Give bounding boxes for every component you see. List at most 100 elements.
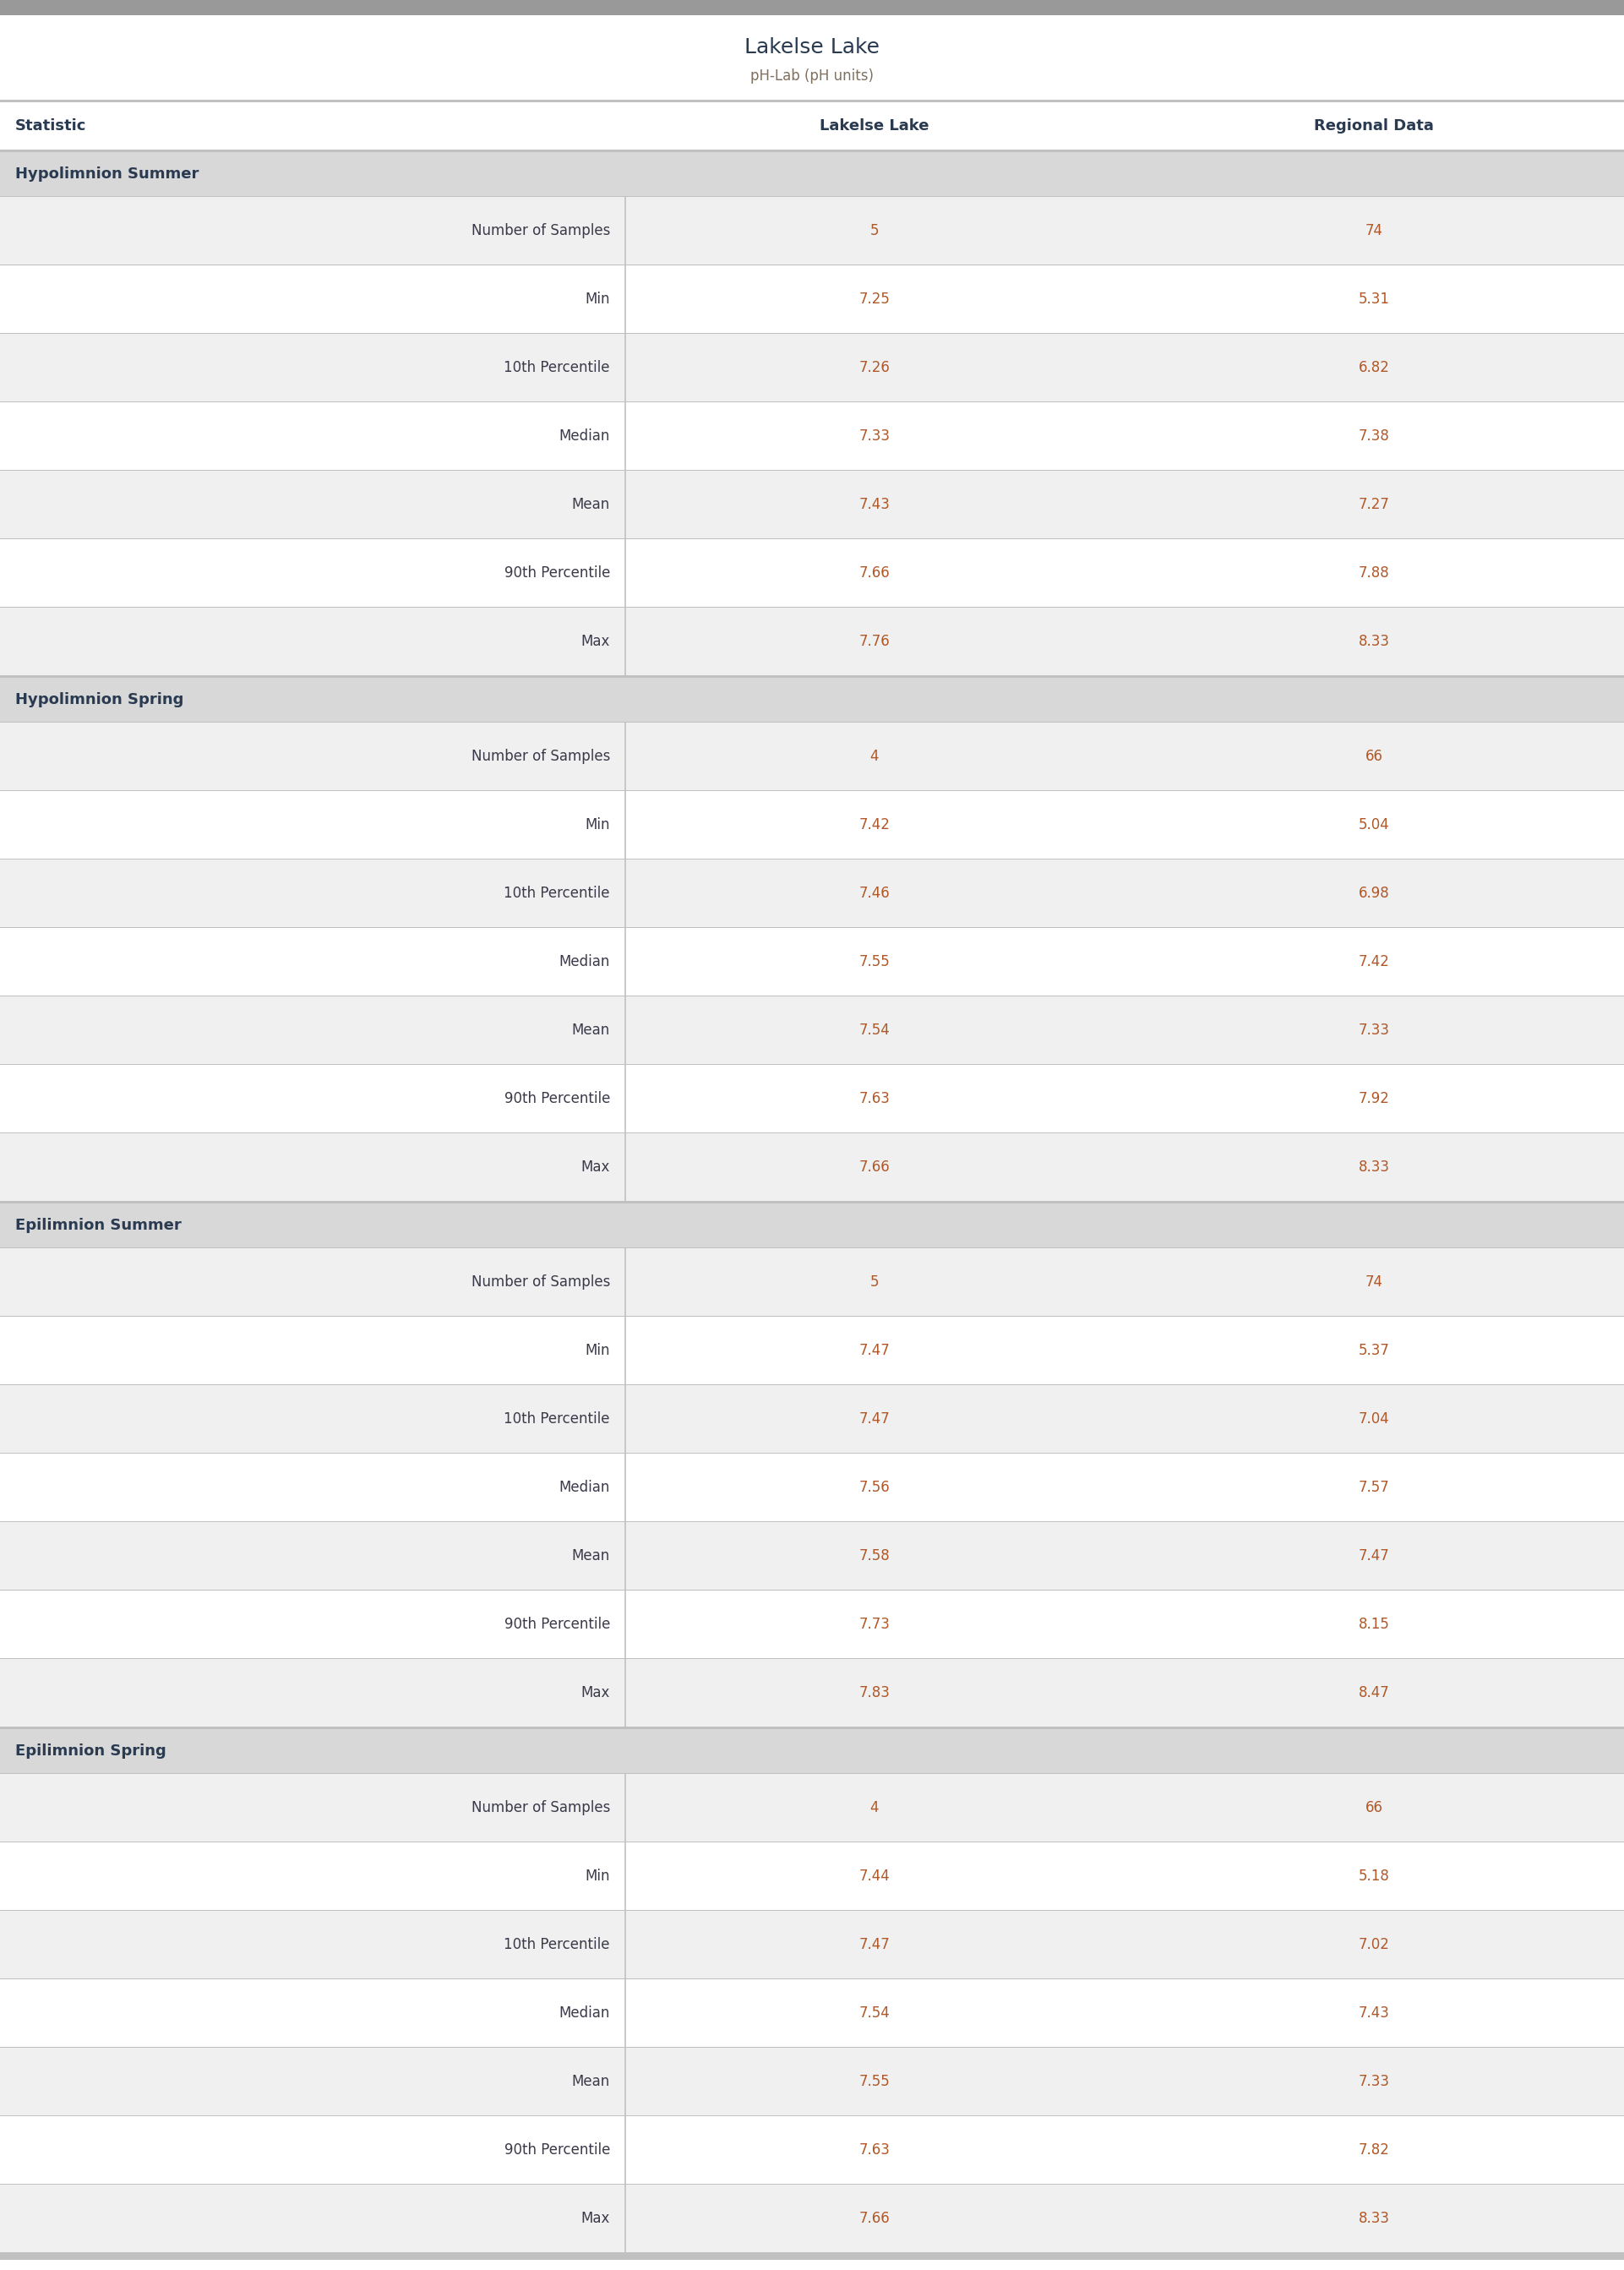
Text: Min: Min [585, 291, 611, 306]
Bar [0, 1249, 1624, 1317]
Text: 7.83: 7.83 [859, 1684, 890, 1700]
Text: 90th Percentile: 90th Percentile [503, 565, 611, 581]
Text: Mean: Mean [572, 2075, 611, 2088]
Text: 7.54: 7.54 [859, 2004, 890, 2020]
Text: 5: 5 [870, 1273, 879, 1289]
Bar [0, 1317, 1624, 1385]
Text: 10th Percentile: 10th Percentile [503, 1936, 611, 1952]
Text: 7.42: 7.42 [859, 817, 890, 833]
Bar [0, 1523, 1624, 1589]
Text: 7.33: 7.33 [1358, 2075, 1390, 2088]
Text: Regional Data: Regional Data [1314, 118, 1434, 134]
Text: Median: Median [559, 2004, 611, 2020]
Text: 6.98: 6.98 [1358, 885, 1390, 901]
Text: 7.63: 7.63 [859, 1092, 890, 1105]
Bar [0, 152, 1624, 195]
Text: 7.76: 7.76 [859, 633, 890, 649]
Bar [0, 674, 1624, 679]
Text: Min: Min [585, 817, 611, 833]
Bar [0, 2252, 1624, 2254]
Text: Mean: Mean [572, 1022, 611, 1037]
Text: 7.66: 7.66 [859, 565, 890, 581]
Text: 7.43: 7.43 [859, 497, 890, 513]
Bar [0, 1385, 1624, 1453]
Text: pH-Lab (pH units): pH-Lab (pH units) [750, 68, 874, 84]
Bar [0, 997, 1624, 1065]
Text: 7.44: 7.44 [859, 1868, 890, 1884]
Text: Median: Median [559, 1480, 611, 1496]
Bar [0, 608, 1624, 674]
Bar [0, 1133, 1624, 1201]
Text: Epilimnion Summer: Epilimnion Summer [15, 1217, 182, 1233]
Text: 7.58: 7.58 [859, 1548, 890, 1564]
Text: 7.43: 7.43 [1358, 2004, 1390, 2020]
Text: 7.33: 7.33 [1358, 1022, 1390, 1037]
Text: 8.15: 8.15 [1358, 1616, 1390, 1632]
Bar [0, 2116, 1624, 2184]
Bar [0, 266, 1624, 334]
Bar [0, 1843, 1624, 1909]
Text: 8.47: 8.47 [1358, 1684, 1390, 1700]
Text: Lakelse Lake: Lakelse Lake [820, 118, 929, 134]
Text: 90th Percentile: 90th Percentile [503, 1616, 611, 1632]
Text: 7.92: 7.92 [1358, 1092, 1390, 1105]
Text: 5.18: 5.18 [1358, 1868, 1390, 1884]
Text: Number of Samples: Number of Samples [471, 749, 611, 765]
Bar [0, 1659, 1624, 1727]
Text: 7.57: 7.57 [1358, 1480, 1390, 1496]
Text: Median: Median [559, 429, 611, 443]
Bar [0, 1727, 1624, 1730]
Text: 8.33: 8.33 [1358, 2211, 1390, 2227]
Text: Number of Samples: Number of Samples [471, 222, 611, 238]
Text: 7.42: 7.42 [1358, 953, 1390, 969]
Bar [0, 540, 1624, 606]
Bar [0, 150, 1624, 152]
Text: 4: 4 [870, 749, 879, 765]
Text: 7.88: 7.88 [1358, 565, 1390, 581]
Bar [0, 1453, 1624, 1521]
Bar [0, 2254, 1624, 2261]
Text: 10th Percentile: 10th Percentile [503, 885, 611, 901]
Text: Epilimnion Spring: Epilimnion Spring [15, 1743, 166, 1759]
Text: 7.55: 7.55 [859, 953, 890, 969]
Bar [0, 2048, 1624, 2116]
Bar [0, 16, 1624, 100]
Text: 7.54: 7.54 [859, 1022, 890, 1037]
Bar [0, 100, 1624, 102]
Bar [0, 1203, 1624, 1249]
Text: 7.82: 7.82 [1358, 2143, 1390, 2156]
Bar [0, 197, 1624, 266]
Text: 66: 66 [1366, 1800, 1382, 1816]
Bar [0, 1065, 1624, 1133]
Bar [0, 722, 1624, 790]
Bar [0, 0, 1624, 16]
Text: 7.47: 7.47 [859, 1936, 890, 1952]
Text: Hypolimnion Spring: Hypolimnion Spring [15, 692, 184, 708]
Text: 6.82: 6.82 [1358, 361, 1390, 375]
Text: 7.56: 7.56 [859, 1480, 890, 1496]
Text: 74: 74 [1366, 222, 1382, 238]
Text: 7.47: 7.47 [1358, 1548, 1390, 1564]
Bar [0, 679, 1624, 722]
Text: 4: 4 [870, 1800, 879, 1816]
Text: 74: 74 [1366, 1273, 1382, 1289]
Text: Max: Max [581, 2211, 611, 2227]
Text: 8.33: 8.33 [1358, 1160, 1390, 1174]
Bar [0, 334, 1624, 402]
Bar [0, 1911, 1624, 1979]
Text: 7.38: 7.38 [1358, 429, 1390, 443]
Bar [0, 1591, 1624, 1657]
Text: Mean: Mean [572, 1548, 611, 1564]
Text: 7.66: 7.66 [859, 2211, 890, 2227]
Text: Max: Max [581, 1160, 611, 1174]
Text: 90th Percentile: 90th Percentile [503, 2143, 611, 2156]
Text: 5.37: 5.37 [1358, 1344, 1390, 1357]
Text: 7.04: 7.04 [1358, 1412, 1390, 1426]
Bar [0, 1773, 1624, 1841]
Text: Number of Samples: Number of Samples [471, 1800, 611, 1816]
Text: Lakelse Lake: Lakelse Lake [744, 36, 880, 57]
Text: Max: Max [581, 633, 611, 649]
Text: 7.25: 7.25 [859, 291, 890, 306]
Bar [0, 860, 1624, 926]
Text: 90th Percentile: 90th Percentile [503, 1092, 611, 1105]
